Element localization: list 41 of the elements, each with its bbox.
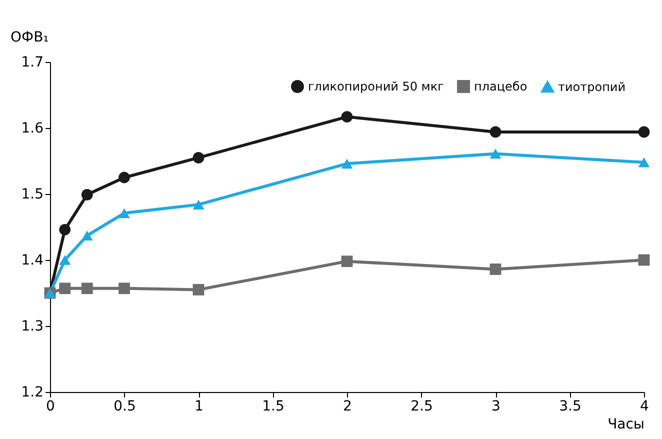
point bbox=[81, 282, 93, 294]
x-tick-label: 4 bbox=[640, 398, 650, 414]
y-tick-label: 1.4 bbox=[21, 252, 44, 268]
point bbox=[192, 152, 204, 164]
legend-label: тиотропий bbox=[558, 80, 626, 94]
point bbox=[118, 208, 130, 218]
y-tick-label: 1.5 bbox=[21, 186, 44, 202]
point bbox=[638, 157, 650, 168]
y-tick-label: 1.7 bbox=[21, 54, 44, 70]
point bbox=[341, 111, 353, 122]
point bbox=[490, 148, 502, 159]
x-tick-label: 3 bbox=[492, 398, 500, 414]
legend-label: гликопироний 50 мкг bbox=[308, 80, 444, 94]
point bbox=[118, 172, 130, 184]
point bbox=[59, 282, 71, 294]
y-tick-label: 1.6 bbox=[21, 120, 44, 136]
point bbox=[59, 255, 71, 265]
y-tick-label: 1.2 bbox=[21, 384, 44, 400]
y-axis-title: ОФВ₁ bbox=[10, 30, 49, 46]
point bbox=[341, 158, 353, 169]
x-tick-label: 1 bbox=[194, 398, 204, 414]
x-tick-label: 2.5 bbox=[410, 398, 433, 414]
point bbox=[638, 254, 650, 266]
x-tick-label: 1.5 bbox=[262, 398, 284, 414]
point bbox=[81, 188, 93, 200]
point bbox=[81, 230, 93, 241]
point bbox=[118, 282, 130, 294]
point bbox=[490, 264, 502, 275]
x-axis-title: Часы bbox=[608, 416, 644, 432]
point bbox=[192, 200, 204, 210]
x-tick-label: 0 bbox=[46, 398, 55, 414]
x-tick-label: 2 bbox=[343, 398, 352, 414]
point bbox=[192, 284, 204, 296]
point bbox=[59, 224, 71, 236]
point bbox=[341, 256, 353, 268]
x-tick-label: 0.5 bbox=[114, 398, 136, 414]
legend-label: плацебо bbox=[474, 80, 528, 94]
point bbox=[490, 126, 502, 138]
point bbox=[638, 126, 650, 138]
y-tick-label: 1.3 bbox=[21, 318, 44, 334]
x-tick-label: 3.5 bbox=[559, 398, 582, 414]
